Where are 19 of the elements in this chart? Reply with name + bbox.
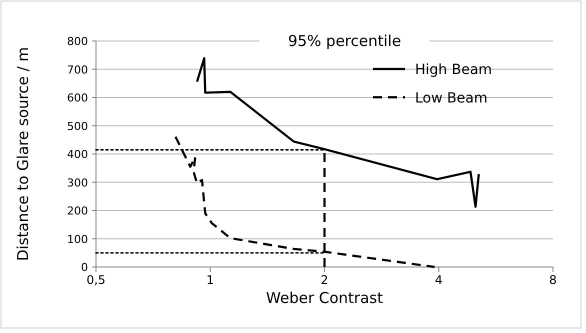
legend-label: High Beam — [415, 62, 492, 78]
y-tick-label: 300 — [67, 176, 88, 190]
y-tick-label: 200 — [67, 204, 88, 218]
y-tick-label: 600 — [67, 92, 88, 104]
y-tick-label: 400 — [67, 148, 88, 161]
x-tick-label: 2 — [320, 273, 328, 287]
chart-title: 95% percentile — [288, 32, 402, 50]
y-axis-title: Distance to Glare source / m — [14, 46, 32, 262]
legend-label: Low Beam — [415, 90, 488, 106]
y-tick-label: 0 — [81, 261, 88, 274]
y-tick-label: 700 — [67, 63, 88, 76]
y-tick-label: 500 — [67, 120, 88, 133]
x-axis-title: Weber Contrast — [266, 289, 384, 307]
y-tick-label: 100 — [67, 232, 88, 246]
x-tick-label: 1 — [206, 273, 214, 287]
y-tick-label: 800 — [67, 35, 88, 48]
x-tick-label: 8 — [549, 273, 557, 287]
x-tick-label: 4 — [434, 273, 443, 287]
x-tick-label: 0,5 — [86, 273, 106, 287]
